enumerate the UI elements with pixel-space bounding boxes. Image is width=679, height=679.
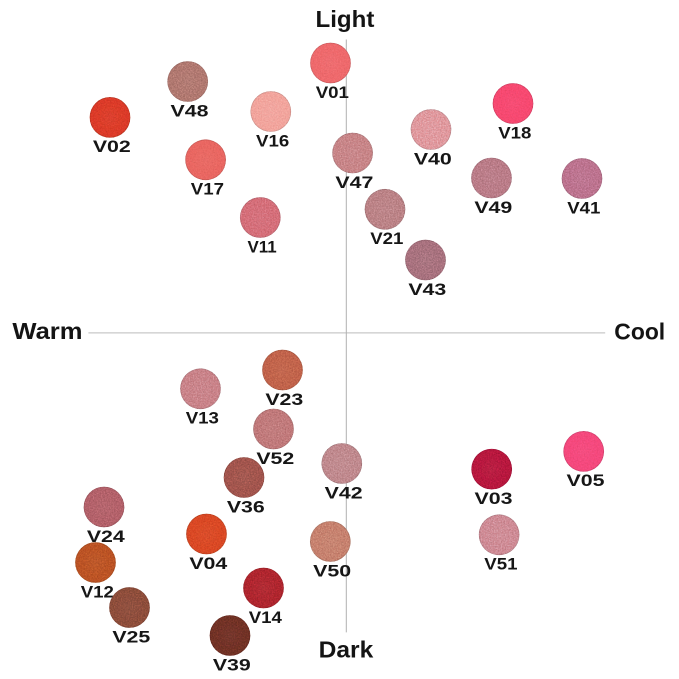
svg-text:V17: V17 <box>191 179 224 198</box>
svg-text:Dark: Dark <box>319 637 374 663</box>
svg-text:V40: V40 <box>414 150 452 168</box>
svg-text:V13: V13 <box>186 408 219 427</box>
svg-text:V05: V05 <box>567 472 605 490</box>
svg-text:V16: V16 <box>256 131 289 150</box>
svg-text:V03: V03 <box>475 490 513 508</box>
svg-text:V48: V48 <box>171 102 209 120</box>
svg-text:V52: V52 <box>256 450 294 468</box>
svg-text:V14: V14 <box>249 608 282 627</box>
svg-text:V43: V43 <box>408 281 446 299</box>
svg-text:Cool: Cool <box>614 319 665 345</box>
svg-text:V23: V23 <box>265 391 303 409</box>
svg-text:V41: V41 <box>567 198 600 217</box>
svg-text:Warm: Warm <box>12 319 82 345</box>
svg-text:V47: V47 <box>335 174 373 192</box>
svg-text:V12: V12 <box>81 582 114 601</box>
svg-text:V04: V04 <box>189 555 227 573</box>
svg-text:V25: V25 <box>112 628 150 646</box>
svg-text:V18: V18 <box>498 123 531 142</box>
svg-text:V11: V11 <box>248 237 277 256</box>
svg-text:V21: V21 <box>370 229 403 248</box>
svg-text:V01: V01 <box>316 83 349 102</box>
svg-text:V02: V02 <box>93 138 131 156</box>
svg-text:V51: V51 <box>484 554 517 573</box>
svg-text:V50: V50 <box>313 562 351 580</box>
svg-text:V36: V36 <box>227 498 265 516</box>
svg-text:V42: V42 <box>325 484 363 502</box>
svg-text:V39: V39 <box>213 656 251 674</box>
svg-text:Light: Light <box>316 7 375 32</box>
svg-text:V49: V49 <box>474 199 512 217</box>
svg-text:V24: V24 <box>87 528 125 546</box>
